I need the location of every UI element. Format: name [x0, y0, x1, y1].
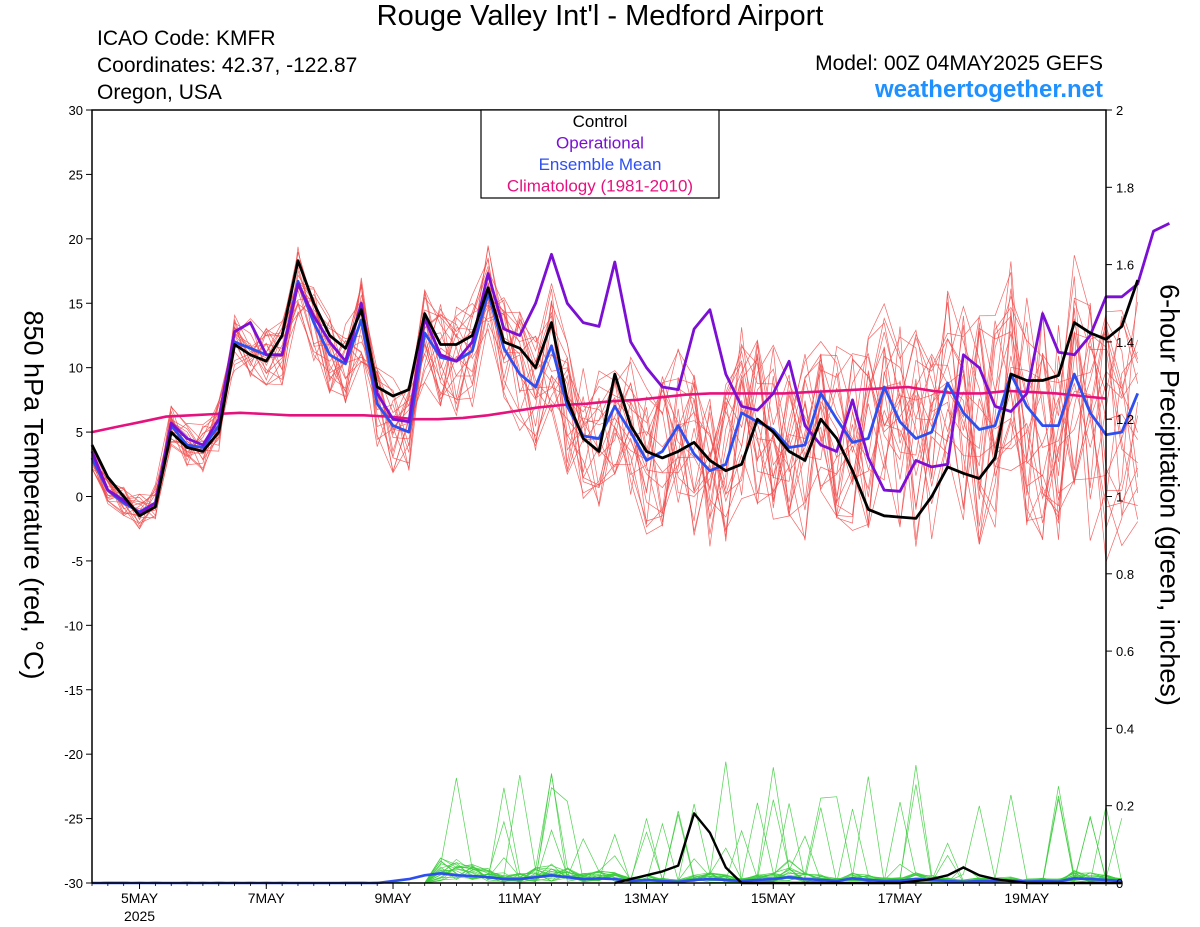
y-tick-label-left: -10 — [64, 618, 83, 633]
precip-member-line — [92, 773, 1122, 884]
precip-member-line — [92, 816, 1122, 884]
temperature-member-line — [91, 251, 1139, 526]
y-tick-label-right: 1.6 — [1116, 258, 1134, 273]
y-tick-label-left: 20 — [69, 232, 83, 247]
temperature-member-line — [91, 293, 1139, 563]
precip-member-line — [92, 777, 1122, 884]
x-tick-label: 13MAY — [624, 890, 670, 906]
y-tick-label-right: 0 — [1116, 876, 1123, 891]
control-precip-line — [614, 812, 1122, 885]
temperature-member-line — [91, 283, 1139, 540]
y-tick-label-right: 2 — [1116, 103, 1123, 118]
y-tick-label-right: 1 — [1116, 490, 1123, 505]
y-tick-label-right: 0.6 — [1116, 644, 1134, 659]
y-tick-label-left: 5 — [76, 425, 83, 440]
x-year-label: 2025 — [124, 908, 155, 924]
y-tick-label-left: 10 — [69, 361, 83, 376]
page-title: Rouge Valley Int'l - Medford Airport — [376, 0, 824, 32]
model-run: Model: 00Z 04MAY2025 GEFS — [815, 52, 1103, 75]
control-temperature-line — [90, 259, 1140, 520]
x-tick-label: 19MAY — [1004, 890, 1050, 906]
temperature-member-line — [91, 282, 1139, 547]
site-link[interactable]: weathertogether.net — [874, 76, 1103, 103]
legend-entry: Ensemble Mean — [539, 155, 662, 174]
x-tick-label: 7MAY — [248, 890, 286, 906]
temperature-member-line — [91, 270, 1139, 535]
climatology-series — [91, 385, 1107, 434]
y-tick-label-left: -25 — [64, 812, 83, 827]
icao-code: ICAO Code: KMFR — [97, 27, 276, 50]
temperature-ensemble-members — [91, 245, 1139, 563]
legend-entry: Climatology (1981-2010) — [507, 177, 693, 196]
precip-member-line — [91, 803, 1122, 884]
y-tick-label-right: 0.8 — [1116, 567, 1134, 582]
plot-frame — [91, 109, 1107, 884]
y-tick-label-left: -20 — [64, 747, 83, 762]
temperature-member-line — [91, 269, 1138, 519]
y-tick-label-left: 30 — [69, 103, 83, 118]
y-tick-label-left: -30 — [64, 876, 83, 891]
climatology-line — [91, 385, 1107, 434]
x-tick-label: 17MAY — [878, 890, 924, 906]
precip-member-line — [92, 806, 1123, 884]
precip-ensemble-members — [91, 761, 1123, 884]
y-tick-label-right: 0.4 — [1116, 721, 1134, 736]
legend-box — [480, 109, 720, 199]
y-tick-label-left: 15 — [69, 296, 83, 311]
coordinates: Coordinates: 42.37, -122.87 — [97, 54, 358, 77]
x-tick-label: 9MAY — [374, 890, 412, 906]
y-tick-label-right: 1.2 — [1116, 412, 1134, 427]
temperature-member-line — [91, 294, 1139, 541]
temperature-member-line — [91, 281, 1139, 540]
x-tick-label: 15MAY — [751, 890, 797, 906]
temperature-member-line — [91, 247, 1139, 532]
precip-member-line — [92, 818, 1122, 884]
precip-member-line — [92, 761, 1122, 884]
region: Oregon, USA — [97, 81, 222, 104]
y-tick-label-left: -5 — [71, 554, 83, 569]
precip-member-line — [91, 767, 1122, 884]
temperature-member-line — [91, 246, 1138, 536]
y-tick-label-right: 1.4 — [1116, 335, 1134, 350]
precip-member-line — [92, 765, 1122, 884]
y-tick-label-left: -15 — [64, 683, 83, 698]
temperature-member-line — [91, 297, 1139, 523]
temperature-member-line — [91, 245, 1139, 541]
legend-entry: Operational — [556, 134, 644, 153]
legend: Control Operational Ensemble Mean Climatolo… — [480, 109, 720, 199]
x-tick-label: 11MAY — [498, 890, 542, 906]
legend-entry: Control — [573, 112, 628, 131]
y-tick-label-right: 1.8 — [1116, 180, 1134, 195]
y-tick-label-right: 0.2 — [1116, 799, 1134, 814]
precip-member-line — [92, 774, 1122, 884]
temperature-member-line — [91, 282, 1139, 541]
x-tick-label: 5MAY — [121, 890, 159, 906]
y-tick-label-left: 0 — [76, 490, 83, 505]
precip-member-line — [92, 802, 1122, 884]
y-tick-label-left: 25 — [69, 167, 83, 182]
precip-member-line — [92, 774, 1122, 884]
